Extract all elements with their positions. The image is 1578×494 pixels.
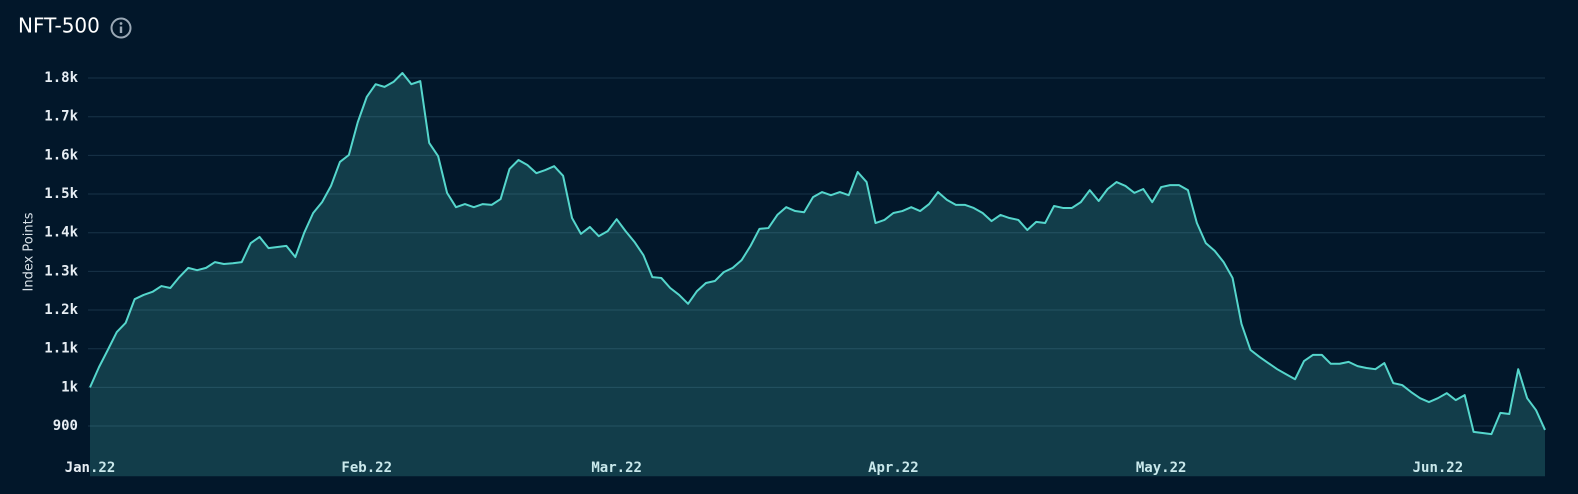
y-tick-label: 900: [53, 418, 78, 434]
info-circle[interactable]: [110, 17, 132, 39]
x-tick-label: Jan.22: [65, 460, 116, 476]
y-tick-label: 1.7k: [44, 109, 78, 125]
x-tick-label: May.22: [1136, 460, 1187, 476]
info-bar: [119, 26, 123, 33]
y-tick-label: 1.4k: [44, 225, 78, 241]
y-tick-label: 1.2k: [44, 302, 78, 318]
x-tick-label: Mar.22: [591, 460, 642, 476]
area-fill: [90, 73, 1545, 477]
y-tick-label: 1.3k: [44, 263, 78, 279]
y-tick-label: 1.6k: [44, 147, 78, 163]
info-dot: [119, 22, 123, 25]
line: [89, 72, 1546, 436]
chart-title: NFT-500: [18, 14, 100, 38]
info-icon[interactable]: [110, 17, 132, 39]
y-tick-label: 1k: [61, 379, 78, 395]
x-tick-label: Feb.22: [341, 460, 392, 476]
y-tick-label: 1.8k: [44, 70, 78, 86]
y-tick-label: 1.5k: [44, 186, 78, 202]
y-axis-label: Index Points: [22, 212, 37, 291]
y-tick-label: 1.1k: [44, 341, 78, 357]
x-tick-label: Apr.22: [868, 460, 919, 476]
x-tick-label: Jun.22: [1413, 460, 1464, 476]
